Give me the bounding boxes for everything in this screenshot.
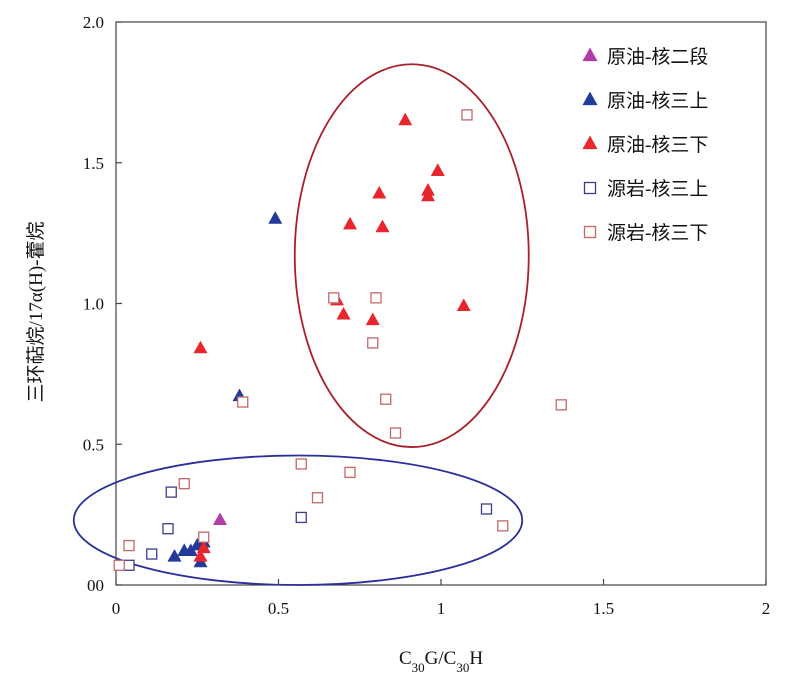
legend-label: 源岩-核三下 [607, 222, 708, 244]
square-point [370, 292, 382, 304]
square-point [198, 531, 210, 543]
square-point [165, 486, 177, 498]
triangle-point [398, 112, 413, 126]
x-tick-label: 1.5 [593, 599, 614, 618]
x-tick-label: 0 [112, 599, 121, 618]
legend-label: 原油-核二段 [607, 46, 708, 68]
triangle-point [343, 217, 357, 230]
square-point [237, 396, 249, 408]
legend-label: 原油-核三上 [607, 90, 708, 112]
y-tick-label: 1.0 [83, 295, 104, 314]
y-tick-label: 2.0 [83, 13, 104, 32]
x-axis-title: C30G/C30H [399, 648, 483, 675]
triangle-point [375, 219, 390, 233]
triangle-point [456, 298, 471, 312]
square-point [123, 559, 135, 571]
square-point [311, 492, 324, 504]
group-ellipse [293, 63, 530, 448]
square-point [146, 548, 158, 560]
group-ellipse [72, 454, 524, 586]
legend-triangle-marker [582, 47, 598, 62]
triangle-point [213, 512, 227, 526]
square-point [367, 337, 379, 349]
x-tick-label: 2 [762, 599, 771, 618]
square-point [555, 399, 567, 411]
y-tick-label: 0.5 [83, 435, 104, 454]
triangle-point [193, 340, 208, 354]
legend-label: 原油-核三下 [607, 134, 708, 156]
square-point [480, 503, 493, 515]
triangle-point [196, 540, 211, 554]
legend-triangle-marker [582, 135, 598, 150]
triangle-point [421, 188, 435, 202]
square-point [497, 520, 509, 532]
y-axis-title: 三环萜烷/17α(H)-藿烷 [25, 222, 47, 403]
x-tick-label: 1 [437, 599, 446, 618]
square-point [461, 109, 473, 121]
ellipse-group [72, 63, 530, 586]
triangle-point [365, 312, 380, 326]
triangle-point [193, 549, 208, 562]
y-tick-label: 00 [87, 576, 104, 595]
triangle-point [268, 211, 283, 224]
x-tick-label: 0.5 [268, 599, 289, 618]
square-point [178, 478, 190, 490]
legend-triangle-marker [582, 91, 598, 106]
x-axis-ticks: 0 0.5 1 1.5 2 [112, 579, 771, 618]
square-point [389, 427, 402, 439]
square-point [295, 458, 307, 470]
triangle-point [372, 186, 387, 199]
legend-square-marker [583, 225, 597, 239]
triangle-point [430, 163, 445, 176]
legend-label: 源岩-核三上 [607, 178, 708, 200]
square-point [162, 523, 174, 535]
square-point [113, 559, 125, 571]
triangle-point [336, 307, 351, 320]
square-point [295, 511, 307, 524]
square-point [380, 393, 392, 405]
data-points [113, 109, 567, 571]
square-point [328, 292, 340, 304]
y-axis-ticks: 00 0.5 1.0 1.5 2.0 [83, 13, 122, 595]
square-point [123, 539, 135, 552]
y-tick-label: 1.5 [83, 154, 104, 173]
legend-square-marker [583, 181, 597, 195]
square-point [344, 466, 356, 479]
